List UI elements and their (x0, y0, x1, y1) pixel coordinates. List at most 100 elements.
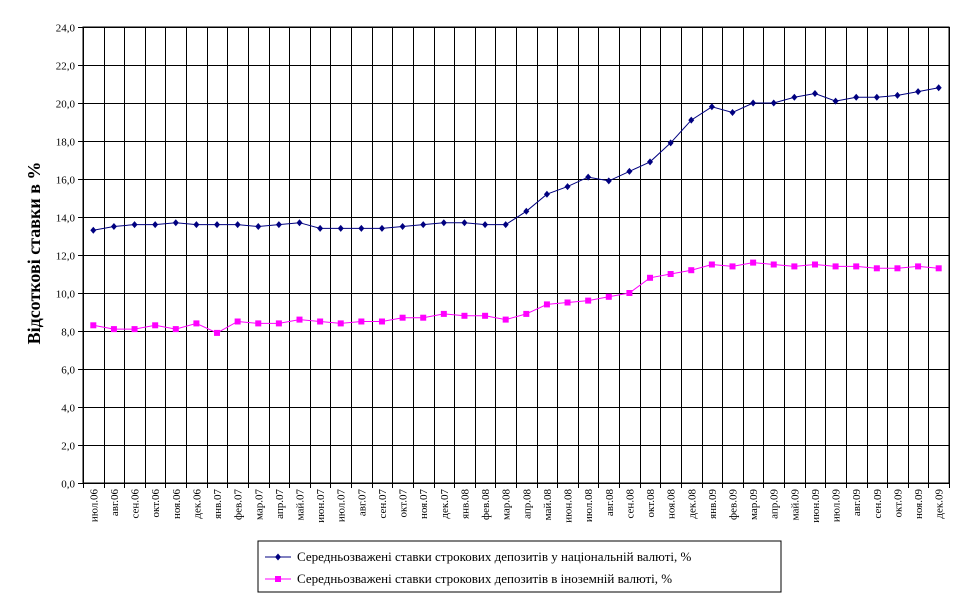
x-tick-label: июл.09 (831, 489, 843, 523)
data-point (90, 322, 97, 329)
legend-item: Середньозважені ставки строкових депозит… (265, 549, 691, 564)
data-point (317, 318, 324, 325)
data-point (296, 219, 303, 227)
series-1 (90, 84, 942, 234)
data-point (915, 88, 922, 96)
data-point (894, 91, 901, 99)
legend-box (257, 540, 782, 593)
x-tick-label: ноя.07 (418, 489, 430, 519)
x-tick-label: авг.07 (356, 489, 368, 517)
data-point (791, 263, 798, 270)
y-axis-label: Відсоткові ставки в % (24, 162, 44, 345)
legend-item: Середньозважені ставки строкових депозит… (265, 571, 672, 586)
data-point (523, 207, 530, 215)
x-tick-label: сен.08 (624, 489, 636, 519)
x-tick-label: апр.09 (769, 489, 781, 519)
y-tick-label: 24,0 (56, 23, 76, 35)
data-point (626, 290, 633, 296)
x-tick-label: июн.07 (315, 489, 327, 523)
data-point (193, 221, 200, 229)
data-point (110, 326, 117, 333)
x-tick-label: окт.08 (645, 489, 657, 518)
data-point (214, 329, 221, 336)
data-point (420, 221, 427, 229)
x-tick-label: авг.09 (851, 489, 863, 517)
x-tick-label: мар.09 (748, 489, 760, 521)
x-tick-label: май.07 (295, 489, 307, 521)
data-point (234, 221, 241, 229)
data-point (729, 109, 736, 116)
data-point (482, 312, 489, 319)
x-tick-label: июл.08 (583, 489, 595, 523)
data-point (605, 293, 612, 300)
data-point (131, 221, 138, 229)
y-tick-labels: 0,0 2,0 4,0 6,0 8,0 10,0 12,0 14,0 16,0 18,0 20,0 2… (56, 23, 76, 491)
legend-marker (275, 576, 281, 582)
data-point (873, 93, 880, 101)
x-tick-label: сен.06 (130, 489, 142, 519)
data-point (255, 223, 262, 230)
data-point (935, 265, 942, 272)
x-tick-labels: июл.06 авг.06 сен.06 окт.06 ноя.06 дек.06 янв.… (88, 489, 945, 523)
legend: Середньозважені ставки строкових депозит… (257, 540, 782, 593)
x-tick-label: май.08 (542, 489, 554, 521)
data-point (750, 99, 757, 107)
data-point (358, 224, 365, 232)
y-tick-label: 20,0 (56, 99, 76, 111)
x-tick-label: дек.09 (934, 489, 946, 519)
series-2 (90, 259, 942, 336)
data-point (296, 316, 303, 323)
x-tick-label: апр.08 (521, 489, 533, 519)
data-point (770, 99, 777, 107)
data-point (337, 320, 344, 327)
data-point (585, 297, 592, 304)
data-point (275, 320, 282, 327)
y-tick-label: 16,0 (56, 175, 76, 187)
data-point (502, 221, 509, 229)
data-point (461, 312, 468, 319)
legend-marker (275, 553, 281, 561)
data-point (172, 326, 179, 333)
y-tick-label: 12,0 (56, 251, 76, 263)
data-point (440, 310, 447, 317)
y-tick-label: 0,0 (61, 479, 75, 491)
data-point (647, 274, 654, 281)
data-point (152, 221, 159, 229)
data-point (873, 265, 880, 272)
data-point (708, 103, 715, 111)
y-tick-label: 18,0 (56, 137, 76, 149)
x-tick-label: мар.08 (501, 489, 513, 521)
x-tick-label: сен.09 (872, 489, 884, 519)
data-point (811, 261, 818, 268)
data-point (420, 314, 427, 321)
data-point (378, 224, 385, 232)
x-tick-label: июл.06 (88, 489, 100, 523)
data-point (811, 90, 818, 97)
x-tick-label: авг.06 (109, 489, 121, 517)
data-point (915, 263, 922, 270)
x-tick-label: янв.08 (459, 489, 471, 519)
data-point (255, 320, 262, 327)
x-tick-label: июл.07 (336, 489, 348, 523)
data-point (317, 224, 324, 232)
x-tick-label: ноя.09 (913, 489, 925, 519)
data-point (275, 221, 282, 229)
data-point (894, 265, 901, 272)
axes (78, 26, 950, 488)
x-tick-label: май.09 (789, 489, 801, 521)
x-tick-label: янв.07 (212, 489, 224, 519)
y-tick-label: 6,0 (61, 365, 75, 377)
data-point (90, 226, 97, 234)
data-point (832, 263, 839, 270)
y-tick-label: 22,0 (56, 61, 76, 73)
data-point (585, 173, 592, 181)
data-point (688, 267, 695, 274)
x-tick-label: июн.08 (563, 489, 575, 523)
data-point (110, 223, 117, 230)
x-tick-label: ноя.08 (666, 489, 678, 519)
x-tick-label: фев.09 (728, 489, 740, 520)
series-group (90, 84, 942, 336)
data-point (729, 263, 736, 270)
data-point (358, 318, 365, 325)
y-tick-label: 2,0 (61, 441, 75, 453)
